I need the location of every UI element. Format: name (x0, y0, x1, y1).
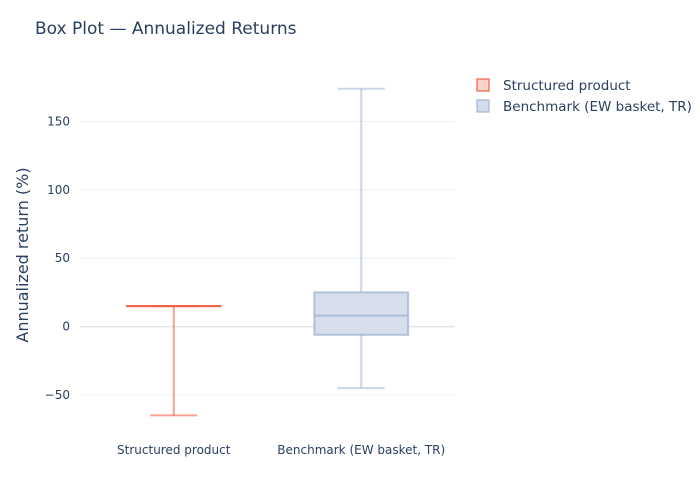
legend-swatch (476, 99, 490, 113)
gridlines (80, 121, 455, 396)
y-tick-label: 0 (62, 320, 70, 334)
box-2 (313, 87, 410, 390)
legend[interactable]: Structured product Benchmark (EW basket, … (476, 78, 692, 115)
chart-title: Box Plot — Annualized Returns (35, 19, 297, 39)
legend-swatch (476, 78, 490, 92)
x-axis-ticks: Structured product Benchmark (EW basket, … (117, 443, 445, 457)
y-tick-label: 50 (55, 251, 70, 265)
y-axis-label: Annualized return (%) (13, 167, 32, 342)
x-tick-label: Benchmark (EW basket, TR) (277, 443, 445, 457)
y-tick-label: 100 (47, 183, 70, 197)
box-1 (125, 305, 222, 417)
y-tick-label: 150 (47, 115, 70, 129)
legend-label: Structured product (503, 78, 631, 94)
legend-label: Benchmark (EW basket, TR) (503, 99, 692, 115)
box-body (313, 291, 410, 336)
legend-item-1[interactable]: Structured product (476, 78, 631, 94)
y-tick-label: −50 (45, 388, 70, 402)
legend-item-2[interactable]: Benchmark (EW basket, TR) (476, 99, 692, 115)
x-tick-label: Structured product (117, 443, 231, 457)
boxes (125, 87, 410, 417)
y-axis-ticks: 150 100 50 0 −50 (45, 115, 70, 402)
